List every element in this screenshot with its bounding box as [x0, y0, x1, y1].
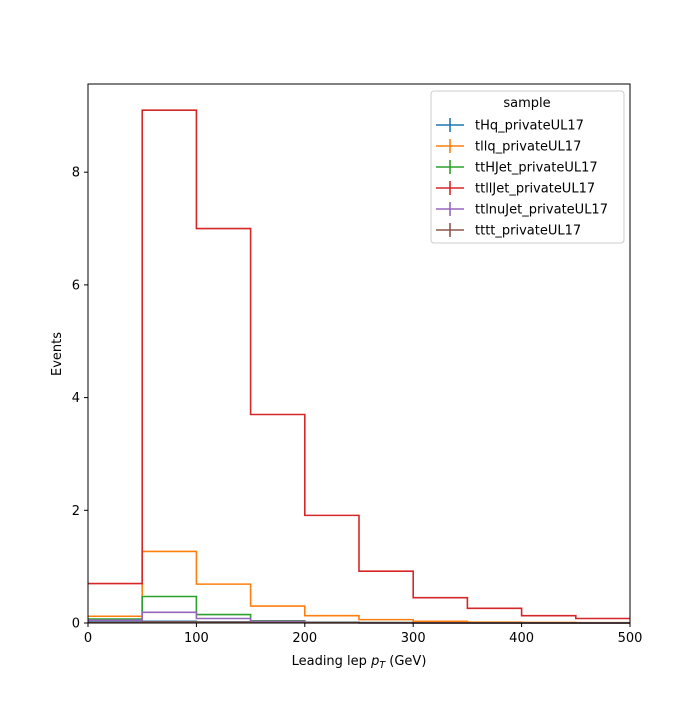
- y-tick-label: 6: [72, 278, 80, 293]
- legend-entry-ttlljet-privateul17: ttllJet_privateUL17: [436, 181, 595, 197]
- x-tick-label: 400: [509, 631, 534, 646]
- x-tick-label: 0: [84, 631, 92, 646]
- legend-entries: tHq_privateUL17 tllq_privateUL17 ttHJet_pr…: [436, 118, 608, 239]
- x-tick-label: 100: [184, 631, 209, 646]
- y-tick-label: 4: [72, 391, 80, 406]
- y-axis: 0 2 4 6 8: [72, 166, 88, 632]
- x-tick-label: 300: [401, 631, 426, 646]
- x-tick-label: 500: [618, 631, 643, 646]
- legend-title: sample: [503, 96, 550, 111]
- legend: sample tHq_privateUL17 tllq_privateUL17tt…: [430, 90, 625, 244]
- legend-entry-tthjet-privateul17: ttHJet_privateUL17: [436, 160, 598, 176]
- legend-label: ttllJet_privateUL17: [475, 182, 595, 197]
- legend-label: ttlnuJet_privateUL17: [475, 203, 608, 218]
- y-tick-label: 0: [72, 617, 80, 632]
- legend-label: tllq_privateUL17: [475, 140, 581, 155]
- y-tick-label: 2: [72, 504, 80, 519]
- y-tick-label: 8: [72, 166, 80, 181]
- plot-area: [87, 83, 631, 624]
- x-axis: 0 100 200 300 400 500: [84, 623, 643, 646]
- legend-entry-ttlnujet-privateul17: ttlnuJet_privateUL17: [436, 202, 608, 218]
- legend-entry-tllq-privateul17: tllq_privateUL17: [436, 139, 581, 155]
- legend-label: tttt_privateUL17: [475, 224, 581, 239]
- x-axis-label: Leading lep pT (GeV): [292, 654, 427, 672]
- legend-entry-tttt-privateul17: tttt_privateUL17: [436, 223, 581, 239]
- legend-entry-thq-privateul17: tHq_privateUL17: [436, 118, 584, 134]
- x-tick-label: 200: [292, 631, 317, 646]
- legend-box: [430, 90, 625, 244]
- axes-frame: [87, 83, 631, 624]
- y-axis-label: Events: [50, 332, 65, 376]
- legend-label: tHq_privateUL17: [475, 119, 584, 134]
- series-line-ttlljet-privateul17: [88, 109, 630, 620]
- legend-label: ttHJet_privateUL17: [475, 161, 598, 176]
